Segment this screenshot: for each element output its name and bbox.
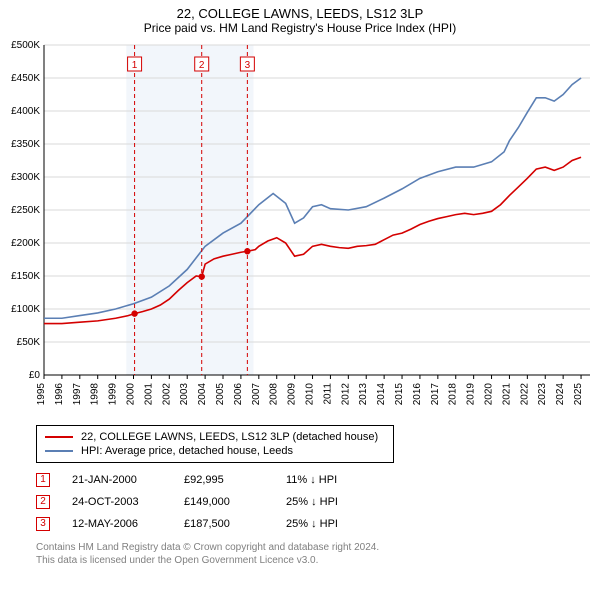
chart-title: 22, COLLEGE LAWNS, LEEDS, LS12 3LP [0, 0, 600, 21]
svg-text:2000: 2000 [126, 383, 137, 406]
event-delta: 25% ↓ HPI [286, 496, 366, 508]
svg-text:£500K: £500K [11, 40, 40, 51]
event-row: 2 24-OCT-2003 £149,000 25% ↓ HPI [36, 491, 600, 513]
svg-text:2015: 2015 [394, 383, 405, 406]
event-row: 1 21-JAN-2000 £92,995 11% ↓ HPI [36, 469, 600, 491]
svg-text:£450K: £450K [11, 73, 40, 84]
svg-text:£200K: £200K [11, 238, 40, 249]
svg-text:2013: 2013 [358, 383, 369, 406]
event-delta: 25% ↓ HPI [286, 518, 366, 530]
event-marker: 3 [36, 517, 50, 531]
svg-text:£400K: £400K [11, 106, 40, 117]
svg-text:2022: 2022 [519, 383, 530, 406]
svg-text:£350K: £350K [11, 139, 40, 150]
svg-text:1998: 1998 [90, 383, 101, 406]
svg-text:2006: 2006 [233, 383, 244, 406]
svg-text:2024: 2024 [555, 383, 566, 406]
chart-svg: £0 £50K £100K £150K £200K £250K £300K £350K £400… [0, 39, 600, 419]
legend-swatch [45, 436, 73, 438]
svg-text:3: 3 [245, 60, 251, 71]
svg-text:1995: 1995 [36, 383, 47, 406]
svg-text:2012: 2012 [340, 383, 351, 406]
chart-subtitle: Price paid vs. HM Land Registry's House … [0, 21, 600, 39]
event-date: 24-OCT-2003 [72, 496, 162, 508]
event-marker: 2 [36, 495, 50, 509]
event-date: 12-MAY-2006 [72, 518, 162, 530]
svg-text:£0: £0 [29, 370, 41, 381]
svg-text:1999: 1999 [108, 383, 119, 406]
legend: 22, COLLEGE LAWNS, LEEDS, LS12 3LP (deta… [36, 425, 394, 463]
legend-row: 22, COLLEGE LAWNS, LEEDS, LS12 3LP (deta… [45, 430, 385, 444]
svg-text:2002: 2002 [161, 383, 172, 406]
svg-text:2004: 2004 [197, 383, 208, 406]
svg-text:2011: 2011 [322, 383, 333, 405]
svg-text:1996: 1996 [54, 383, 65, 406]
event-price: £187,500 [184, 518, 264, 530]
svg-text:2001: 2001 [143, 383, 154, 406]
event-price: £149,000 [184, 496, 264, 508]
svg-text:2021: 2021 [501, 383, 512, 406]
svg-text:2003: 2003 [179, 383, 190, 406]
footer: Contains HM Land Registry data © Crown c… [36, 541, 600, 567]
sale-events-table: 1 21-JAN-2000 £92,995 11% ↓ HPI 2 24-OCT-2003… [36, 469, 600, 535]
legend-row: HPI: Average price, detached house, Leed… [45, 444, 385, 458]
legend-label: 22, COLLEGE LAWNS, LEEDS, LS12 3LP (deta… [81, 431, 378, 443]
svg-text:2008: 2008 [269, 383, 280, 406]
svg-text:1997: 1997 [72, 383, 83, 406]
svg-text:£150K: £150K [11, 271, 40, 282]
svg-text:£50K: £50K [17, 337, 41, 348]
svg-text:£300K: £300K [11, 172, 40, 183]
legend-label: HPI: Average price, detached house, Leed… [81, 445, 293, 457]
svg-text:2005: 2005 [215, 383, 226, 406]
svg-text:2020: 2020 [484, 383, 495, 406]
svg-text:2014: 2014 [376, 383, 387, 406]
chart-area: £0 £50K £100K £150K £200K £250K £300K £350K £400… [0, 39, 600, 419]
svg-text:2023: 2023 [537, 383, 548, 406]
event-date: 21-JAN-2000 [72, 474, 162, 486]
chart-container: 22, COLLEGE LAWNS, LEEDS, LS12 3LP Price… [0, 0, 600, 567]
svg-text:2016: 2016 [412, 383, 423, 406]
event-delta: 11% ↓ HPI [286, 474, 366, 486]
event-price: £92,995 [184, 474, 264, 486]
svg-text:2010: 2010 [305, 383, 316, 406]
event-row: 3 12-MAY-2006 £187,500 25% ↓ HPI [36, 513, 600, 535]
svg-text:2018: 2018 [448, 383, 459, 406]
svg-text:2: 2 [199, 60, 205, 71]
footer-line-2: This data is licensed under the Open Gov… [36, 554, 600, 567]
svg-text:1: 1 [132, 60, 138, 71]
event-marker: 1 [36, 473, 50, 487]
svg-text:2019: 2019 [466, 383, 477, 406]
svg-text:2009: 2009 [287, 383, 298, 406]
svg-text:2017: 2017 [430, 383, 441, 406]
svg-text:£100K: £100K [11, 304, 40, 315]
svg-text:2007: 2007 [251, 383, 262, 406]
footer-line-1: Contains HM Land Registry data © Crown c… [36, 541, 600, 554]
legend-swatch [45, 450, 73, 452]
svg-text:£250K: £250K [11, 205, 40, 216]
svg-text:2025: 2025 [573, 383, 584, 406]
